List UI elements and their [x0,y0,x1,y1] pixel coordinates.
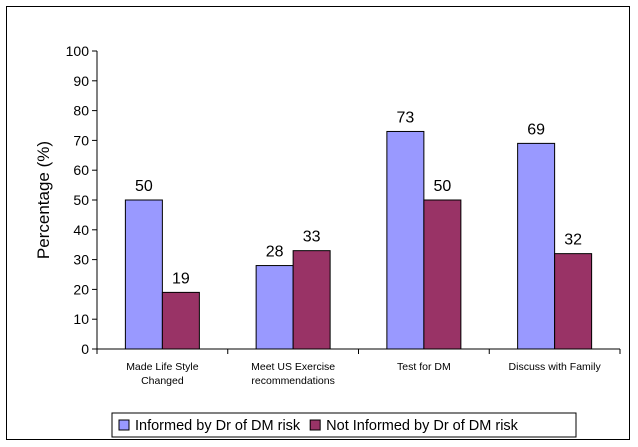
x-tick-label: Test for DM [397,361,451,373]
data-label: 50 [135,178,153,195]
y-tick-label: 30 [73,252,89,268]
bar [255,265,294,350]
data-label: 73 [396,109,414,126]
y-tick-label: 50 [73,192,89,208]
data-label: 32 [564,232,582,249]
legend-swatch [309,419,321,431]
y-tick-label: 90 [73,73,89,89]
bar [292,250,331,350]
data-label: 69 [527,121,545,138]
plot-area: 0 10 20 30 40 50 60 70 80 90 100 50 19 Made Life Styl… [66,43,621,387]
x-tick-label: Discuss with Family [509,361,602,373]
x-tick-label: Changed [141,375,184,387]
bar [124,199,163,350]
bar [517,142,556,350]
data-label: 33 [303,229,321,246]
bar [386,130,425,350]
legend: Informed by Dr of DM risk Not Informed by… [111,412,577,438]
y-tick-label: 20 [73,281,89,297]
legend-swatch [118,419,130,431]
bar [423,199,462,350]
y-axis-label: Percentage (%) [34,141,53,259]
y-tick-label: 10 [73,311,89,327]
bar [161,291,200,350]
x-tick-label: Meet US Exercise [251,361,335,373]
legend-label: Informed by Dr of DM risk [135,418,301,434]
y-tick-label: 80 [73,103,89,119]
y-tick-label: 100 [66,43,90,59]
y-tick-label: 60 [73,162,89,178]
data-label: 50 [433,178,451,195]
data-label: 19 [172,270,190,287]
y-tick-label: 40 [73,222,89,238]
data-label: 28 [266,244,284,261]
legend-label: Not Informed by Dr of DM risk [326,418,519,434]
x-tick-label: recommendations [251,375,334,387]
legend-box [111,412,577,438]
y-tick-label: 0 [81,341,89,357]
y-tick-label: 70 [73,132,89,148]
x-tick-label: Made Life Style [126,361,199,373]
bar [554,253,593,350]
